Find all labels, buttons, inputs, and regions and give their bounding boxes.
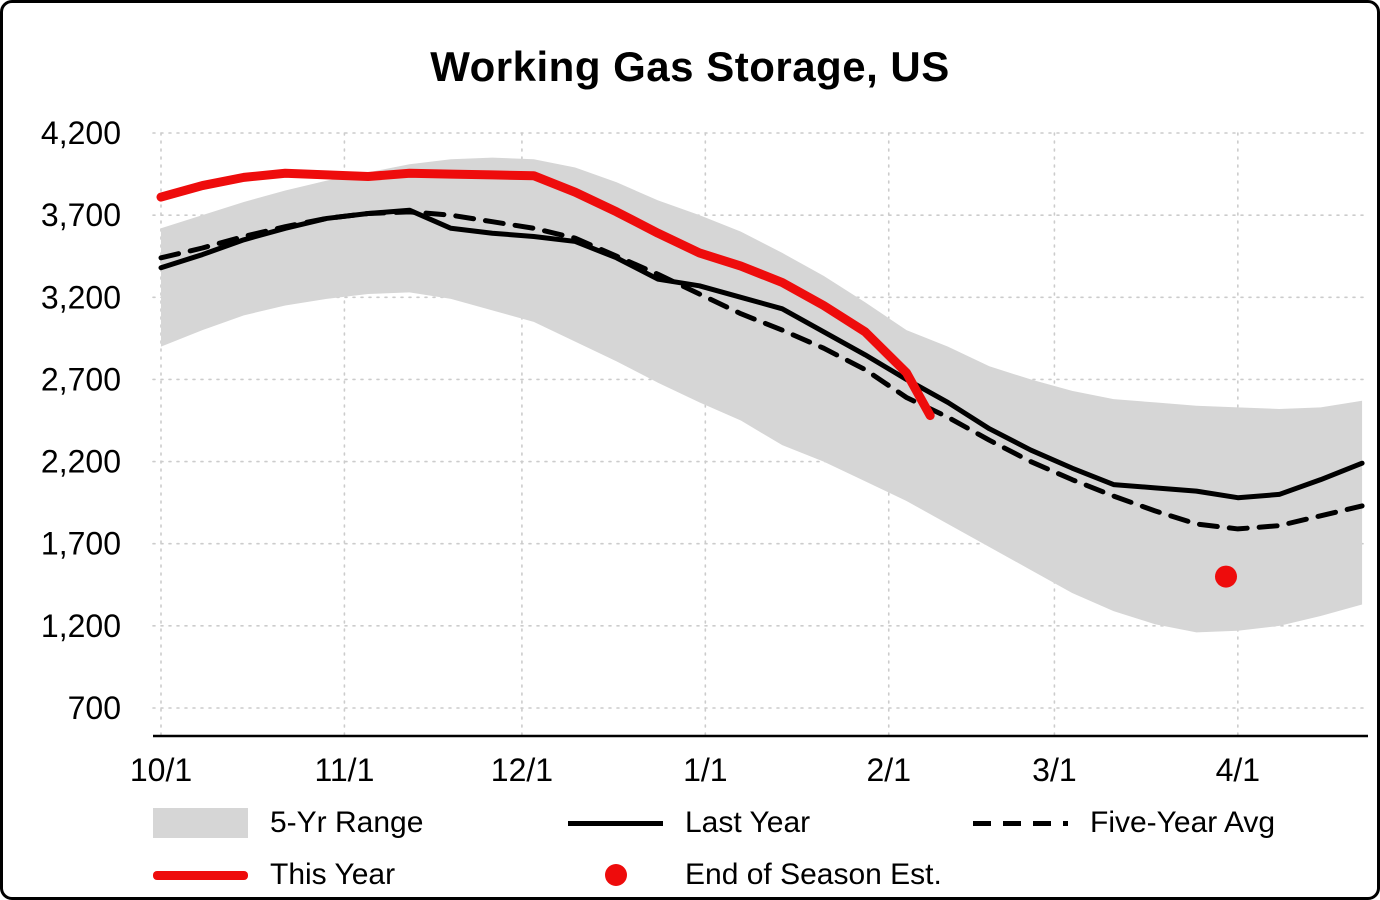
y-tick-label: 2,200	[41, 444, 121, 480]
solid-line-swatch-icon	[568, 820, 663, 826]
y-tick-label: 700	[68, 690, 121, 726]
legend-item-last-year: Last Year	[568, 803, 973, 843]
x-tick-label: 3/1	[1032, 752, 1076, 788]
last-year-line	[158, 207, 1365, 501]
y-tick-label: 1,700	[41, 526, 121, 562]
y-tick-label: 3,700	[41, 197, 121, 233]
legend-label: Five-Year Avg	[1090, 806, 1276, 839]
chart-title: Working Gas Storage, US	[430, 43, 950, 90]
red-line-swatch-icon	[153, 870, 248, 880]
legend-label: 5-Yr Range	[270, 806, 424, 839]
band-swatch-icon	[153, 808, 248, 838]
y-tick-label: 1,200	[41, 608, 121, 644]
x-tick-label: 12/1	[491, 752, 553, 788]
end-of-season-est-dot	[1215, 565, 1237, 588]
x-tick-label: 11/1	[314, 752, 374, 788]
y-tick-label: 2,700	[41, 361, 121, 397]
this-year-line	[156, 168, 935, 421]
x-tick-label: 4/1	[1216, 752, 1260, 788]
dashed-line-swatch-icon	[973, 820, 1068, 826]
legend-label: This Year	[270, 858, 396, 891]
legend-item-five-year-avg: Five-Year Avg	[973, 803, 1357, 843]
legend-item-end-of-season: End of Season Est.	[568, 855, 973, 895]
x-tick-label: 10/1	[130, 752, 192, 788]
five-year-range-band	[161, 157, 1363, 633]
chart-canvas: 700 1,200 1,700 2,200 2,700 3,200 3,700 4,200 10…	[41, 115, 1369, 788]
y-tick-label: 3,200	[41, 279, 121, 315]
y-tick-label: 4,200	[41, 115, 121, 151]
chart-legend: 5-Yr Range Last Year Five-Year Avg This …	[153, 803, 1357, 895]
legend-item-this-year: This Year	[153, 855, 568, 895]
legend-label: Last Year	[685, 806, 811, 839]
legend-label: End of Season Est.	[685, 858, 942, 891]
x-tick-label: 1/1	[683, 752, 727, 788]
red-dot-swatch-icon	[568, 864, 663, 886]
legend-item-5yr-range: 5-Yr Range	[153, 803, 568, 843]
x-tick-label: 2/1	[867, 752, 911, 788]
